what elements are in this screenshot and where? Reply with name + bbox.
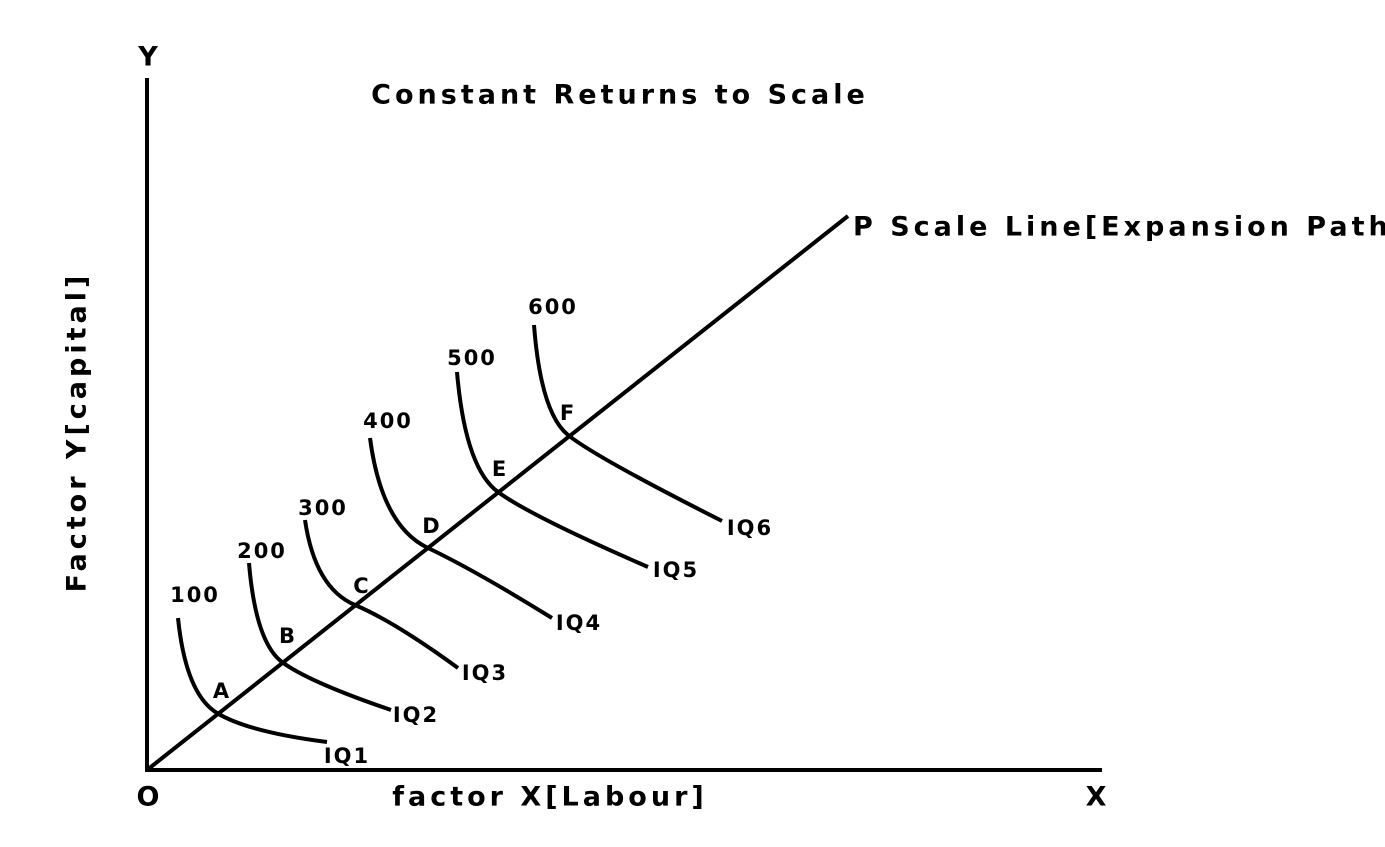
output-label: 500	[447, 346, 497, 370]
isoquant-label: IQ3	[462, 661, 508, 685]
isoquant-curve	[532, 324, 723, 523]
isoquant-curve	[247, 562, 392, 712]
isoquant-label: IQ5	[653, 558, 699, 582]
point-label: C	[353, 574, 370, 598]
point-label: E	[492, 457, 508, 481]
x-axis-label: factor X[Labour]	[392, 782, 707, 813]
isoquant-label: IQ1	[324, 744, 370, 768]
isoquant-curve	[368, 437, 554, 620]
point-label: D	[422, 514, 441, 538]
output-label: 200	[237, 539, 287, 563]
isoquant-curve	[303, 519, 460, 670]
origin-label: O	[137, 782, 164, 813]
isoquant-curve	[455, 371, 649, 569]
point-label: B	[279, 624, 297, 648]
isoquant-label: IQ4	[556, 611, 602, 635]
output-label: 600	[528, 295, 578, 319]
output-label: 300	[298, 496, 348, 520]
output-label: 400	[363, 409, 413, 433]
isoquant-curve	[176, 617, 328, 744]
isoquant-label: IQ6	[727, 516, 773, 540]
point-label: A	[213, 679, 231, 703]
title: Constant Returns to Scale	[371, 80, 869, 111]
y-axis-name: Y	[137, 42, 162, 73]
output-label: 100	[170, 583, 220, 607]
y-axis-label: Factor Y[capital]	[62, 272, 93, 593]
x-axis-name: X	[1086, 782, 1111, 813]
isoquant-label: IQ2	[393, 703, 439, 727]
point-label: F	[560, 401, 576, 425]
scale-line-label: P Scale Line[Expansion Path]	[853, 212, 1385, 243]
